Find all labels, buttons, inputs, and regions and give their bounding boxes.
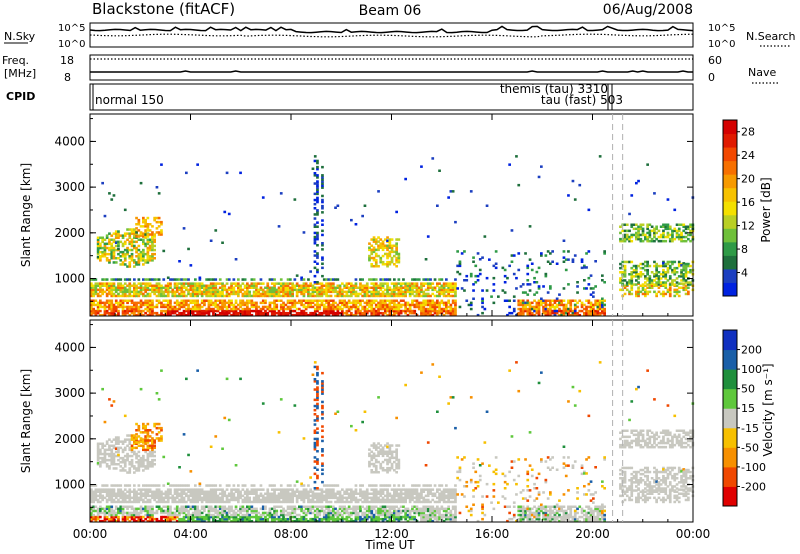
y-tick-label: 4000 (54, 340, 85, 354)
freq-series (90, 70, 693, 73)
y-tick-label: 2000 (54, 432, 85, 446)
colorbar-swatch (723, 201, 737, 216)
nsearch-tick-bottom: 10^0 (708, 39, 735, 50)
date-title: 06/Aug/2008 (603, 2, 693, 18)
x-tick-label: 20:00 (575, 527, 610, 541)
colorbar-swatch (723, 241, 737, 256)
cpid-mode-themis: themis (tau) 3310 (500, 82, 608, 96)
colorbar-swatch (723, 447, 737, 468)
colorbar-swatch (723, 120, 737, 135)
freq-unit-label: [MHz] (4, 67, 36, 80)
colorbar-tick-label: -50 (741, 441, 759, 454)
colorbar-swatch (723, 486, 737, 507)
x-tick-label: 04:00 (173, 527, 208, 541)
y-tick-label: 4000 (54, 134, 85, 148)
colorbar-swatch (723, 187, 737, 202)
nsky-tick-top: 10^5 (58, 23, 85, 34)
x-tick-label: 00:00 (73, 527, 108, 541)
nsky-series (89, 25, 694, 34)
y-tick-label: 2000 (54, 226, 85, 240)
nsky-tick-bottom: 10^0 (58, 39, 85, 50)
colorbar-swatch (723, 408, 737, 429)
x-tick-label: 08:00 (274, 527, 309, 541)
colorbar-tick-label: 24 (741, 149, 755, 162)
velocity-ylabel: Slant Range [km] (19, 369, 33, 473)
power-heatmap (90, 155, 695, 317)
colorbar-swatch (723, 268, 737, 283)
colorbar-swatch (723, 369, 737, 390)
colorbar-swatch (723, 330, 737, 351)
colorbar-tick-label: 12 (741, 220, 755, 233)
colorbar-tick-label: 28 (741, 126, 755, 139)
velocity-colorbar-label: Velocity [m s⁻¹] (761, 363, 775, 456)
colorbar-tick-label: 15 (741, 402, 755, 415)
colorbar-tick-label: 4 (741, 267, 748, 280)
colorbar-swatch (723, 133, 737, 148)
colorbar-tick-label: -15 (741, 422, 759, 435)
nave-tick-bottom: 0 (708, 71, 715, 84)
colorbar-swatch (723, 147, 737, 162)
nsearch-tick-top: 10^5 (708, 23, 735, 34)
cpid-mode-normal: normal 150 (95, 93, 164, 107)
station-title: Blackstone (fitACF) (92, 0, 235, 18)
y-tick-label: 3000 (54, 386, 85, 400)
colorbar-tick-label: 50 (741, 383, 755, 396)
colorbar-tick-label: 100 (741, 363, 762, 376)
y-tick-label: 1000 (54, 272, 85, 286)
velocity-colorbar: -200 -100 -50 -15 15 50 100 200 (722, 329, 766, 507)
nsky-label: N.Sky (4, 30, 36, 43)
colorbar-swatch (723, 388, 737, 409)
velocity-axes: 1000 2000 3000 4000 00:00 04:00 08:00 12:00 16:0… (54, 320, 710, 541)
freq-label: Freq. (2, 54, 29, 67)
colorbar-swatch (723, 228, 737, 243)
colorbar-swatch (723, 427, 737, 448)
colorbar-swatch (723, 174, 737, 189)
colorbar-swatch (723, 349, 737, 370)
nsearch-label: N.Search (746, 30, 796, 43)
nsky-panel: N.Sky 10^5 10^0 10^5 10^0 N.Search (4, 22, 796, 50)
power-colorbar: 4 8 12 16 20 24 28 (722, 119, 755, 297)
velocity-panel: 1000 2000 3000 4000 00:00 04:00 08:00 12:00 16:0… (19, 319, 775, 552)
colorbar-tick-label: 20 (741, 173, 755, 186)
colorbar-tick-label: 8 (741, 243, 748, 256)
y-tick-label: 1000 (54, 478, 85, 492)
freq-panel: Freq. [MHz] 18 8 60 0 Nave (2, 54, 780, 84)
cpid-label: CPID (6, 90, 35, 103)
nave-tick-top: 60 (708, 54, 722, 67)
colorbar-tick-label: 16 (741, 196, 755, 209)
x-tick-label: 16:00 (475, 527, 510, 541)
freq-tick-bottom: 8 (64, 71, 71, 84)
nave-label: Nave (748, 66, 776, 79)
colorbar-swatch (723, 160, 737, 175)
nsearch-series (89, 33, 694, 38)
power-ylabel: Slant Range [km] (19, 163, 33, 267)
x-axis-label: Time UT (364, 538, 415, 552)
colorbar-tick-label: -200 (741, 480, 766, 493)
power-colorbar-label: Power [dB] (759, 177, 773, 242)
colorbar-tick-label: 200 (741, 344, 762, 357)
colorbar-tick-label: -100 (741, 461, 766, 474)
cpid-panel: CPID normal 150 themis (tau) 3310 tau (f… (6, 82, 694, 111)
colorbar-swatch (723, 255, 737, 270)
power-axes: 1000 2000 3000 4000 (54, 114, 694, 316)
freq-tick-top: 18 (60, 54, 74, 67)
power-panel: 1000 2000 3000 4000 Slant Range [km] 4 8 12 16… (19, 113, 773, 317)
colorbar-swatch (723, 282, 737, 297)
x-tick-label: 00:00 (676, 527, 711, 541)
velocity-heatmap (90, 361, 695, 523)
colorbar-swatch (723, 466, 737, 487)
y-tick-label: 3000 (54, 180, 85, 194)
colorbar-swatch (723, 214, 737, 229)
cpid-mode-tau-fast: tau (fast) 503 (541, 93, 623, 107)
x-tick-label: 12:00 (374, 527, 409, 541)
beam-title: Beam 06 (359, 3, 422, 19)
